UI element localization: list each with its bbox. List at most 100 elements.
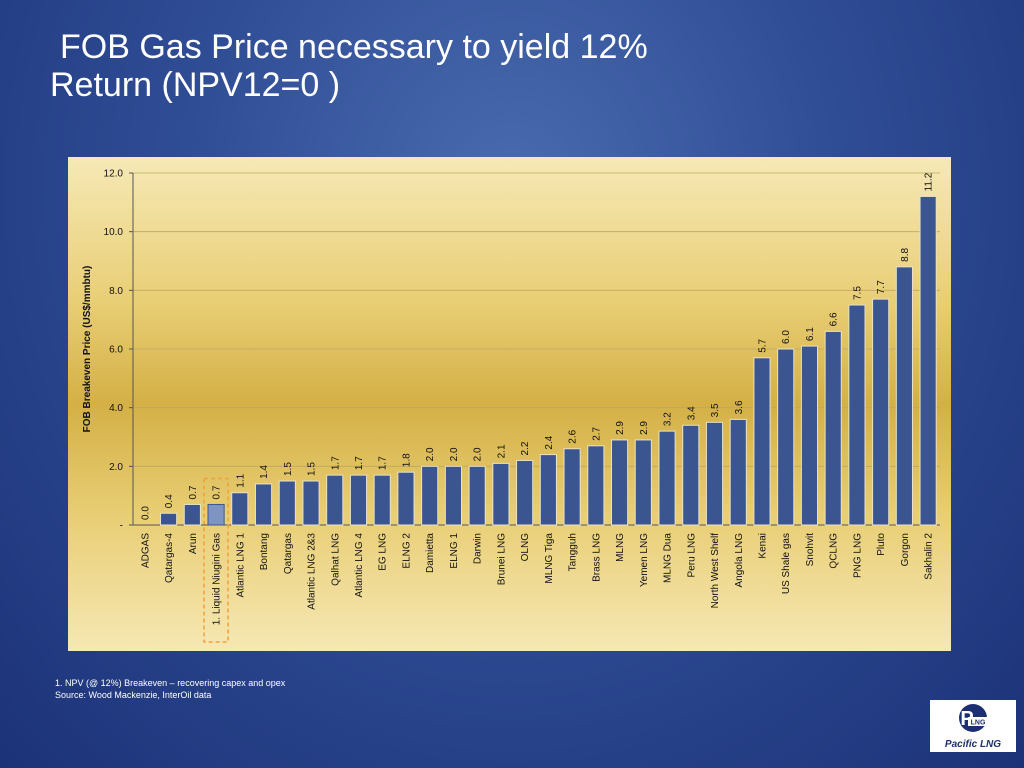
category-label: Brunei LNG (496, 533, 507, 585)
bar (326, 474, 344, 526)
bar-value-label: 2.0 (473, 447, 484, 461)
category-label: 1. Liquid Niugini Gas (212, 533, 223, 625)
category-label: ADGAS (140, 533, 151, 568)
category-label: Qalhat LNG (330, 533, 341, 586)
bar (183, 503, 201, 526)
bar (705, 421, 724, 526)
bar (207, 503, 225, 526)
category-label: OLNG (520, 533, 531, 562)
category-label: ELNG 1 (449, 533, 460, 569)
category-label: US Shale gas (781, 533, 792, 594)
bar-value-label: 1.1 (235, 473, 246, 487)
bar-value-label: 11.2 (924, 172, 935, 191)
bar-value-label: 3.5 (710, 403, 721, 417)
highlight-outline (203, 477, 229, 643)
category-label: Damietta (425, 533, 436, 573)
bar-value-label: 2.1 (496, 444, 507, 458)
bar (800, 345, 819, 526)
bar-value-label: 8.8 (900, 248, 911, 262)
bar (397, 471, 415, 526)
category-label: Angola LNG (734, 533, 745, 588)
bar-value-label: 0.7 (212, 485, 223, 499)
category-label: Sakhalin 2 (924, 533, 935, 580)
bar (848, 304, 866, 526)
slide-title-line-1: FOB Gas Price necessary to yield 12% (60, 28, 648, 66)
bar (492, 462, 510, 526)
bar-value-label: 1.4 (259, 465, 270, 479)
y-tick-label: 2.0 (109, 462, 123, 473)
category-label: Gorgon (900, 533, 911, 566)
bar (753, 357, 771, 526)
category-label: Snohvit (805, 533, 816, 567)
category-label: MLNG Dua (663, 533, 674, 583)
bar (587, 445, 605, 526)
footnote-npv-note: 1. NPV (@ 12%) Breakeven – recovering ca… (55, 678, 286, 688)
category-label: PNG LNG (852, 533, 863, 578)
category-label: Darwin (473, 533, 484, 564)
category-label: Arun (188, 533, 199, 554)
bar-value-label: 1.8 (401, 453, 412, 467)
category-label: Atlantic LNG 1 (235, 533, 246, 598)
bar-value-label: 0.0 (140, 506, 151, 520)
bar-value-label: 2.0 (449, 447, 460, 461)
bar (611, 439, 629, 526)
pacific-lng-logo: P LNG Pacific LNG (930, 700, 1016, 752)
category-label: MLNG Tiga (544, 533, 555, 584)
bar-value-label: 2.4 (544, 435, 555, 449)
bar-value-label: 1.5 (307, 462, 318, 476)
bar-value-label: 2.2 (520, 441, 531, 455)
bar-value-label: 1.5 (283, 462, 294, 476)
bar (302, 480, 320, 526)
logo-tag (968, 717, 988, 726)
bar-value-label: 7.5 (852, 286, 863, 300)
bar (824, 330, 842, 526)
y-tick-label: 12.0 (104, 169, 124, 180)
bar (516, 459, 534, 526)
category-label: Atlantic LNG 4 (354, 533, 365, 598)
category-label: EG LNG (378, 533, 389, 571)
y-tick-label: 4.0 (109, 403, 123, 414)
bar (658, 430, 676, 526)
bar (919, 195, 937, 526)
bar-value-label: 6.6 (829, 312, 840, 326)
bar (872, 298, 890, 526)
bar-value-label: 6.0 (781, 330, 792, 344)
bar (682, 424, 700, 526)
category-label: Pluto (876, 533, 887, 556)
bar-value-label: 5.7 (757, 338, 768, 352)
bar-value-label: 2.0 (425, 447, 436, 461)
bar-value-label: 1.7 (330, 456, 341, 470)
bar (539, 454, 557, 526)
bar (421, 465, 439, 526)
bar (444, 465, 462, 526)
chart-panel: - 2.0 4.0 6.0 8.0 10.0 12.0 FOB Breakeven Price… (68, 157, 951, 651)
bar (895, 266, 913, 526)
category-label: Brass LNG (591, 533, 602, 582)
bar-value-label: 3.4 (686, 406, 697, 420)
bar-value-label: 6.1 (805, 327, 816, 341)
bar (729, 418, 747, 526)
category-label: Atlantic LNG 2&3 (307, 533, 318, 610)
y-tick-label: 8.0 (109, 286, 123, 297)
category-label: ELNG 2 (401, 533, 412, 569)
bar-value-label: 2.6 (568, 429, 579, 443)
bar (349, 474, 368, 526)
category-label: MLNG (615, 533, 626, 562)
category-label: Qatargas-4 (164, 533, 175, 583)
slide-title-line-2: Return (NPV12=0 ) (50, 66, 341, 104)
bar-value-label: 3.6 (734, 400, 745, 414)
bar (373, 474, 391, 526)
bar (634, 439, 652, 526)
bar (254, 483, 273, 526)
bar-chart: - 2.0 4.0 6.0 8.0 10.0 12.0 FOB Breakeven Price… (82, 169, 940, 643)
bar (160, 512, 178, 526)
y-tick-label: 10.0 (104, 227, 124, 238)
category-label: QCLNG (829, 533, 840, 569)
bar-value-label: 3.2 (663, 412, 674, 426)
footnote: 1. NPV (@ 12%) Breakeven – recovering ca… (55, 677, 285, 701)
category-label: Kenai (757, 533, 768, 559)
bar-value-label: 0.7 (188, 485, 199, 499)
bar-value-label: 2.9 (615, 421, 626, 435)
category-label: Peru LNG (686, 533, 697, 578)
bar-value-label: 1.7 (378, 456, 389, 470)
